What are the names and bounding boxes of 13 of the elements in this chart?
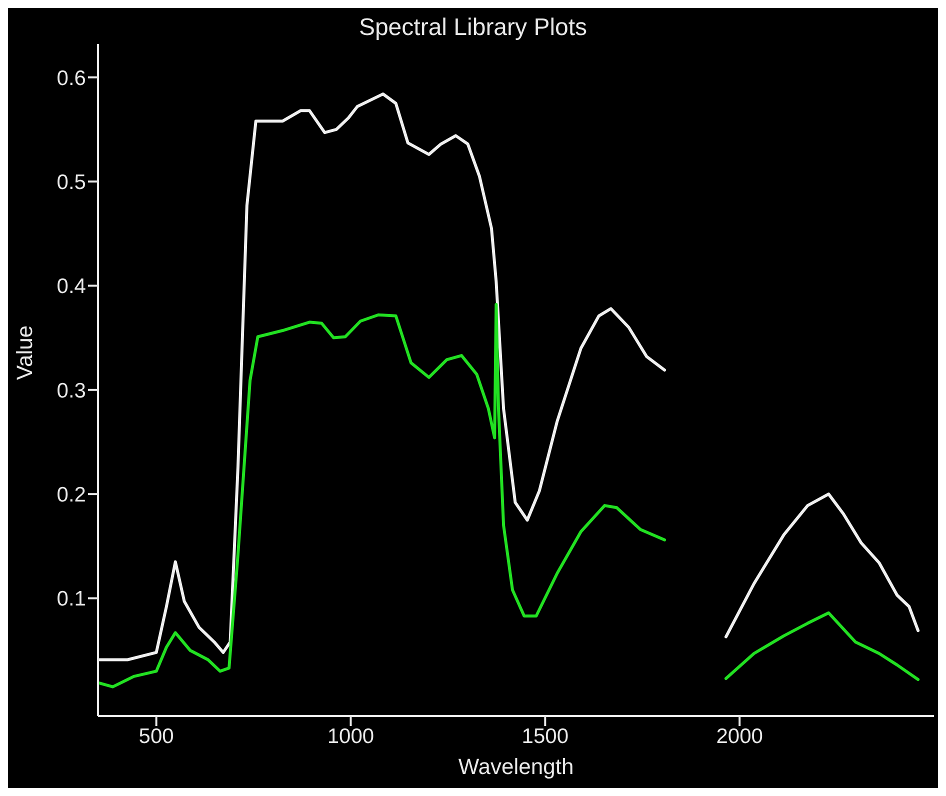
- chart-title: Spectral Library Plots: [358, 14, 588, 42]
- x-tick-label: 1000: [327, 724, 374, 748]
- y-tick-label: 0.2: [56, 484, 86, 507]
- x-tick-label: 2000: [716, 724, 763, 748]
- y-tick-label: 0.3: [56, 379, 86, 402]
- y-tick-label: 0.5: [56, 170, 86, 194]
- y-axis-title: Value: [12, 325, 37, 380]
- x-axis-title: Wavelength: [458, 754, 574, 779]
- y-tick-label: 0.6: [56, 66, 86, 90]
- x-tick-label: 500: [138, 724, 174, 748]
- x-tick-label: 1500: [522, 724, 569, 748]
- y-tick-label: 0.1: [56, 588, 86, 611]
- y-tick-label: 0.4: [56, 275, 86, 298]
